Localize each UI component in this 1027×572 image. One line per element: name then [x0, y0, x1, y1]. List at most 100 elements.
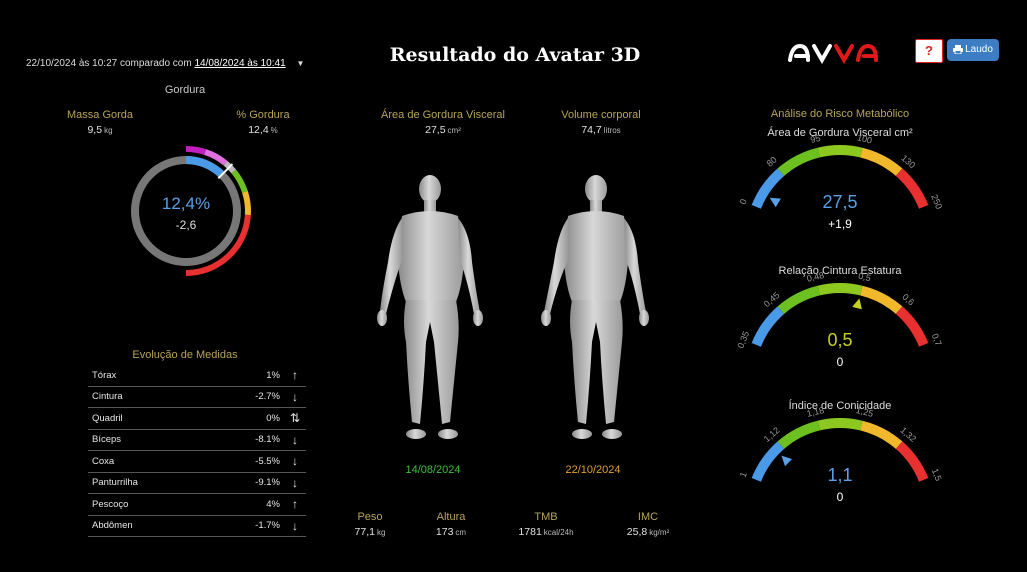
ring-scale-segment — [242, 190, 251, 216]
altura-value: 173 — [435, 526, 454, 538]
imc-unit: kg/m² — [649, 528, 670, 537]
comparison-selector[interactable]: 22/10/2024 às 10:27 comparado com 14/08/… — [26, 58, 304, 69]
massa-gorda-value: 9,5 — [87, 124, 103, 136]
measure-name: Panturrilha — [88, 472, 216, 494]
ring-marker — [217, 163, 234, 179]
pct-gordura-stat: % Gordura 12,4% — [218, 109, 308, 136]
gauge-delta: 0 — [837, 355, 844, 369]
visceral-value: 27,5 — [425, 124, 446, 136]
gauge-segment — [817, 145, 863, 158]
gauge-tick-label: 1 — [738, 471, 749, 479]
measure-value: -8.1% — [216, 429, 284, 451]
measure-name: Abdômen — [88, 515, 216, 537]
gauge-segment — [777, 420, 821, 449]
table-row: Quadril 0% ⇅ — [88, 407, 306, 430]
pct-gordura-unit: % — [270, 126, 278, 135]
gauge-segment — [895, 441, 929, 482]
arrow-down-icon: ↓ — [284, 386, 306, 408]
arrow-down-icon: ↓ — [284, 429, 306, 451]
gauge-tick-label: 0,6 — [900, 292, 916, 308]
gauge-segment — [751, 168, 785, 209]
gauge-title: Índice de Conicidade — [789, 399, 892, 412]
volume-value: 74,7 — [581, 124, 602, 136]
ring-progress — [185, 156, 225, 178]
pct-gordura-label: % Gordura — [236, 109, 290, 121]
avatar-before — [377, 175, 483, 439]
gauge-segment — [777, 285, 821, 314]
avatar-after-date: 22/10/2024 — [565, 464, 621, 476]
gauge-tick-label: 0,35 — [735, 330, 751, 350]
ring-delta: -2,6 — [176, 218, 197, 232]
ring-value: 12,4% — [162, 194, 210, 213]
gauge-pointer — [781, 455, 793, 467]
evolucao-title: Evolução de Medidas — [132, 349, 238, 361]
altura-stat: Altura 173 cm — [419, 511, 483, 538]
gauge-segment — [859, 420, 903, 449]
gauge-segment — [751, 306, 785, 347]
gauge-segment — [777, 147, 821, 176]
volume-stat: Volume corporal 74,7 litros — [550, 109, 652, 136]
altura-unit: cm — [455, 528, 467, 537]
avatar-before-date: 14/08/2024 — [405, 464, 461, 476]
risco-title: Análise do Risco Metabólico — [770, 108, 910, 120]
measure-name: Quadril — [88, 407, 216, 430]
table-row: Cintura -2.7% ↓ — [88, 386, 306, 408]
ring-scale-segment — [231, 169, 248, 193]
altura-label: Altura — [436, 511, 466, 523]
gauge-segment — [895, 168, 929, 209]
arrow-up-icon: ↑ — [284, 365, 306, 387]
gauge-segment — [895, 306, 929, 347]
gauge-title: Relação Cintura Estatura — [779, 265, 903, 277]
visceral-stat: Área de Gordura Visceral 27,5 cm² — [372, 109, 514, 136]
measure-name: Cintura — [88, 386, 216, 408]
massa-gorda-stat: Massa Gorda 9,5 kg — [55, 109, 145, 136]
avva-logo — [786, 38, 902, 65]
gauge-visceral: Área de Gordura Visceral cm² 0 80 95 100 130 2… — [730, 122, 950, 237]
gauge-tick-label: 1,5 — [930, 467, 944, 482]
table-row: Abdômen -1.7% ↓ — [88, 515, 306, 537]
arrow-down-icon: ↓ — [284, 472, 306, 494]
measure-name: Pescoço — [88, 493, 216, 516]
gauge-tick-label: 95 — [809, 133, 821, 145]
gauge-segment — [751, 441, 785, 482]
table-row: Tórax 1% ↑ — [88, 365, 306, 387]
massa-gorda-label: Massa Gorda — [66, 109, 134, 121]
table-row: Bíceps -8.1% ↓ — [88, 429, 306, 451]
laudo-label: Laudo — [965, 44, 993, 55]
arrow-down-icon: ↓ — [284, 515, 306, 537]
gauge-tick-label: 80 — [765, 154, 779, 168]
gauge-tick-label: 250 — [929, 193, 944, 211]
tmb-unit: kcal/24h — [543, 528, 574, 537]
gauge-value: 1,1 — [827, 465, 852, 485]
chevron-down-icon[interactable]: ▼ — [296, 59, 305, 68]
peso-unit: kg — [376, 528, 386, 537]
current-date-text: 22/10/2024 às 10:27 comparado com — [26, 58, 192, 69]
gauge-tick-label: 0,5 — [857, 271, 872, 284]
ring-scale-segment — [185, 214, 251, 276]
ring-scale-segment — [185, 146, 207, 155]
compare-date-link[interactable]: 14/08/2024 às 10:41 — [194, 58, 286, 69]
avatar-after — [541, 175, 649, 439]
gauge-conicidade: Índice de Conicidade 1 1,12 1,18 1,25 1,32 1,5… — [730, 395, 950, 510]
gauge-tick-label: 130 — [899, 153, 917, 170]
laudo-print-button[interactable]: Laudo — [947, 39, 999, 61]
gauge-tick-label: 1,25 — [855, 405, 874, 419]
gordura-title: Gordura — [164, 84, 206, 96]
imc-label: IMC — [637, 511, 659, 523]
page-title: Resultado do Avatar 3D — [389, 44, 641, 66]
gauge-value: 27,5 — [822, 192, 857, 212]
gauge-value: 0,5 — [827, 330, 852, 350]
table-row: Pescoço 4% ↑ — [88, 493, 306, 516]
measure-value: -2.7% — [216, 386, 284, 408]
gauge-title: Área de Gordura Visceral cm² — [767, 126, 913, 139]
measure-name: Coxa — [88, 450, 216, 473]
gauge-segment — [859, 147, 903, 176]
gauge-tick-label: 1,18 — [806, 405, 825, 419]
gauge-segment — [859, 285, 903, 314]
gauge-tick-label: 100 — [856, 132, 873, 145]
peso-label: Peso — [357, 511, 383, 523]
measure-name: Bíceps — [88, 429, 216, 451]
pct-gordura-value: 12,4 — [248, 124, 269, 136]
help-button[interactable]: ? — [915, 39, 943, 63]
gauge-segment — [817, 418, 863, 431]
